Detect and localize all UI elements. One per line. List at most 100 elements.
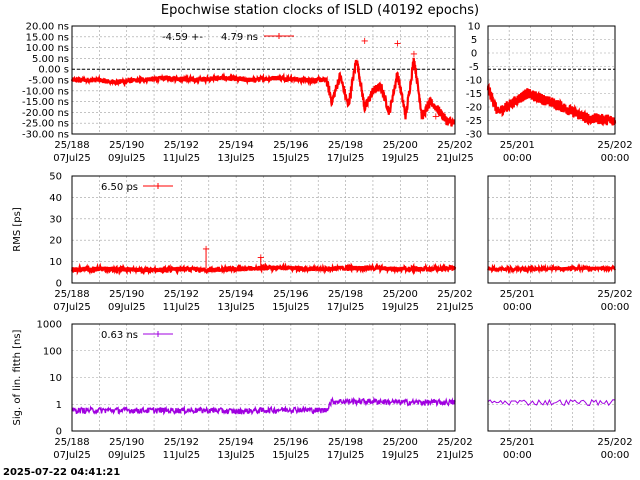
sig-ylabel: Sig. of lin. fitth [ns] <box>12 329 23 425</box>
clock-xtick-date: 19Jul25 <box>382 153 420 164</box>
clock-xtick-label: 25/200 <box>383 140 418 151</box>
clock-xtick-label: 25/202 <box>437 140 472 151</box>
sig-legend-value: 0.63 ns <box>101 330 138 341</box>
sig-ytick-label: 100 <box>43 346 62 357</box>
sig-xtick-label: 25/188 <box>54 437 89 448</box>
sig-frame <box>71 323 456 432</box>
clock-xtick-label: 25/188 <box>54 140 89 151</box>
sig-xtick-date: 09Jul25 <box>108 450 146 461</box>
sig-zoom-frame <box>487 323 616 432</box>
rms-ytick-label: 20 <box>49 236 62 247</box>
rms-xtick-date: 09Jul25 <box>108 302 146 313</box>
rms-xtick-date: 11Jul25 <box>163 302 201 313</box>
rms-xtick-date: 19Jul25 <box>382 302 420 313</box>
sig-zoom-xtick-label: 25/202 <box>597 437 632 448</box>
sig-xtick-date: 19Jul25 <box>382 450 420 461</box>
rms-xtick-label: 25/196 <box>273 289 308 300</box>
sig-ytick-label: 10 <box>49 373 62 384</box>
clock-zoom-frame <box>487 25 616 135</box>
clock-zoom-ytick-label: -15 <box>466 89 482 100</box>
clock-xtick-label: 25/198 <box>328 140 363 151</box>
rms-zoom-xtick-label: 25/202 <box>597 289 632 300</box>
sig-zoom-series-line <box>487 398 616 407</box>
sig-xtick-label: 25/198 <box>328 437 363 448</box>
clock-zoom-series-line <box>486 82 617 127</box>
rms-zoom-xtick-time: 00:00 <box>601 302 630 313</box>
rms-xtick-label: 25/194 <box>219 289 254 300</box>
clock-zoom-xtick-label: 25/202 <box>597 140 632 151</box>
sig-xtick-date: 11Jul25 <box>163 450 201 461</box>
rms-spike-point: + <box>202 244 210 255</box>
clock-zoom-ytick-label: 10 <box>468 22 481 33</box>
sig-xtick-date: 07Jul25 <box>53 450 91 461</box>
rms-ytick-label: 30 <box>49 214 62 225</box>
timestamp: 2025-07-22 04:41:21 <box>3 467 121 478</box>
clock-zoom-ytick-label: -25 <box>466 116 482 127</box>
clock-ytick-label: 0.00 s <box>38 65 69 76</box>
clock-xtick-date: 13Jul25 <box>217 153 255 164</box>
clock-zoom-xtick-time: 00:00 <box>503 153 532 164</box>
clock-zoom-ytick-label: -5 <box>469 62 479 73</box>
sig-zoom-xtick-label: 25/201 <box>500 437 535 448</box>
page-title: Epochwise station clocks of ISLD (40192 … <box>160 3 480 18</box>
clock-zoom-ytick-label: 0 <box>471 49 477 60</box>
sig-ytick-label: 0 <box>56 427 62 438</box>
clock-ytick-label: -10.00 ns <box>22 86 69 97</box>
clock-xtick-date: 07Jul25 <box>53 153 91 164</box>
clock-xtick-label: 25/192 <box>164 140 199 151</box>
clock-legend-sigma: 4.79 ns <box>221 32 258 43</box>
clock-xtick-date: 11Jul25 <box>163 153 201 164</box>
rms-ytick-label: 40 <box>49 193 62 204</box>
clock-zoom-ytick-label: -30 <box>466 130 482 141</box>
sig-ytick-label: 1000 <box>37 320 62 331</box>
clock-ytick-label: -30.00 ns <box>22 130 69 141</box>
clock-ytick-label: 15.00 ns <box>26 32 69 43</box>
sig-zoom-xtick-time: 00:00 <box>601 450 630 461</box>
rms-frame <box>71 175 456 284</box>
clock-xtick-label: 25/190 <box>109 140 144 151</box>
rms-xtick-date: 21Jul25 <box>436 302 474 313</box>
rms-zoom-xtick-time: 00:00 <box>503 302 532 313</box>
rms-zoom-frame <box>487 175 616 284</box>
clock-zoom-ytick-label: -20 <box>466 103 482 114</box>
clock-zoom-ytick-label: -10 <box>466 76 482 87</box>
sig-xtick-label: 25/190 <box>109 437 144 448</box>
rms-ytick-label: 0 <box>56 279 62 290</box>
rms-xtick-date: 07Jul25 <box>53 302 91 313</box>
clock-outlier-point: + <box>393 38 401 49</box>
rms-series-line <box>70 262 457 276</box>
clock-ytick-label: -20.00 ns <box>22 108 69 119</box>
sig-xtick-label: 25/194 <box>219 437 254 448</box>
rms-xtick-label: 25/192 <box>164 289 199 300</box>
rms-zoom-series-line <box>487 263 616 275</box>
clock-ytick-label: -15.00 ns <box>22 97 69 108</box>
clock-zoom-ytick-label: 5 <box>471 35 477 46</box>
clock-xtick-label: 25/194 <box>219 140 254 151</box>
clock-ytick-label: 20.00 ns <box>26 22 69 33</box>
sig-xtick-label: 25/192 <box>164 437 199 448</box>
sig-series-line <box>71 396 456 416</box>
clock-outlier-point: + <box>361 36 369 47</box>
rms-ylabel: RMS [ps] <box>12 207 23 252</box>
sig-xtick-label: 25/200 <box>383 437 418 448</box>
sig-xtick-label: 25/196 <box>273 437 308 448</box>
clock-frame <box>71 25 456 135</box>
clock-ytick-label: 10.00 ns <box>26 43 69 54</box>
clock-legend-mean: -4.59 +- <box>162 32 203 43</box>
rms-xtick-label: 25/190 <box>109 289 144 300</box>
clock-series-line <box>70 57 456 127</box>
rms-spike-point: + <box>257 252 265 263</box>
clock-ytick-label: 5.00 ns <box>32 54 69 65</box>
sig-xtick-date: 15Jul25 <box>272 450 310 461</box>
clock-ytick-label: -25.00 ns <box>22 119 69 130</box>
rms-legend-value: 6.50 ps <box>101 182 138 193</box>
clock-xtick-date: 15Jul25 <box>272 153 310 164</box>
rms-xtick-label: 25/202 <box>437 289 472 300</box>
sig-xtick-date: 13Jul25 <box>217 450 255 461</box>
rms-xtick-date: 13Jul25 <box>217 302 255 313</box>
rms-ytick-label: 50 <box>49 172 62 183</box>
clock-outlier-point: + <box>432 112 440 123</box>
sig-xtick-date: 21Jul25 <box>436 450 474 461</box>
clock-zoom-xtick-label: 25/201 <box>500 140 535 151</box>
